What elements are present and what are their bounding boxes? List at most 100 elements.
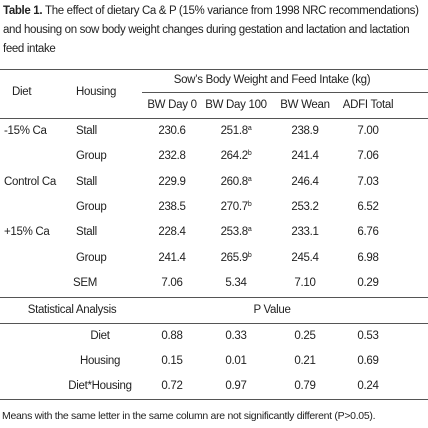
cell-value: 238.5 (158, 200, 186, 213)
cell-value: 265.9 (220, 251, 249, 264)
p-value: 0.21 (294, 355, 316, 367)
cell-value: 6.52 (357, 200, 379, 213)
housing-label: Stall (76, 226, 97, 239)
p-value: 0.53 (357, 330, 379, 342)
cell: 251.8a (221, 125, 252, 137)
p-value: 0.01 (225, 355, 247, 367)
p-value: 0.79 (294, 380, 316, 392)
cell: 264.2b (221, 150, 252, 162)
caption-text: The effect of dietary Ca & P (15% varian… (3, 5, 419, 55)
cell-superscript: b (247, 200, 252, 208)
cell-value: 232.8 (158, 150, 186, 163)
cell: 6.52 (357, 201, 378, 213)
cell: 270.7b (221, 201, 252, 213)
housing-label: Stall (76, 175, 97, 188)
footnote: Means with the same letter in the same c… (2, 410, 376, 422)
cell-value: 241.4 (158, 251, 186, 264)
column-header: BW Day 100 (205, 99, 267, 111)
sem-label: SEM (72, 277, 98, 289)
cell: 241.4 (158, 251, 186, 264)
p-value: 0.72 (161, 380, 183, 392)
p-value: 0.88 (161, 330, 183, 342)
cell: 245.4 (291, 251, 319, 264)
housing-label: Group (76, 251, 107, 264)
cell-value: 253.8 (220, 226, 249, 239)
stats-subtitle: P Value (253, 304, 291, 316)
rule (0, 323, 428, 324)
cell: 7.00 (357, 125, 378, 137)
cell: 238.5 (158, 200, 186, 213)
cell-superscript: a (247, 125, 252, 132)
cell: 230.6 (158, 125, 186, 137)
cell-value: 241.4 (291, 150, 319, 163)
header-group: Sow’s Body Weight and Feed Intake (kg) (173, 74, 371, 86)
cell: 7.06 (357, 150, 378, 162)
p-value: 0.33 (225, 330, 247, 342)
cell: 246.4 (291, 175, 319, 188)
sem-value: 5.34 (225, 277, 247, 289)
housing-label: Stall (76, 125, 97, 137)
column-header: BW Wean (280, 99, 330, 111)
sem-value: 7.10 (294, 277, 316, 289)
rule (0, 297, 428, 298)
cell: 241.4 (291, 150, 319, 163)
sem-value: 0.29 (357, 277, 379, 289)
cell-value: 246.4 (291, 175, 319, 188)
diet-label: -15% Ca (4, 125, 47, 137)
column-header: ADFI Total (342, 99, 394, 111)
cell-superscript: a (247, 175, 252, 183)
cell-superscript: b (247, 251, 252, 259)
stats-label: Housing (79, 355, 121, 367)
rule (0, 399, 428, 400)
stats-label: Diet (90, 330, 110, 342)
rule (0, 69, 428, 70)
sem-value: 7.06 (161, 277, 183, 289)
housing-label: Group (76, 150, 107, 163)
cell-value: 230.6 (158, 125, 186, 137)
cell: 6.98 (357, 252, 378, 264)
stats-title: Statistical Analysis (27, 304, 117, 316)
cell: 253.8a (221, 226, 252, 238)
cell: 265.9b (221, 252, 252, 264)
cell-value: 264.2 (220, 150, 249, 163)
cell: 6.76 (357, 226, 378, 238)
cell: 7.03 (357, 176, 378, 188)
housing-label: Group (76, 200, 107, 213)
diet-label: Control Ca (4, 175, 56, 188)
cell: 238.9 (291, 125, 319, 137)
p-value: 0.69 (357, 355, 379, 367)
cell-value: 229.9 (158, 175, 186, 188)
p-value: 0.25 (294, 330, 316, 342)
cell-value: 260.8 (220, 175, 249, 188)
cell: 233.1 (291, 226, 319, 238)
column-header: BW Day 0 (147, 99, 197, 111)
header-diet: Diet (12, 86, 32, 98)
cell-value: 238.9 (291, 125, 319, 137)
cell-value: 245.4 (291, 251, 319, 264)
cell-value: 228.4 (158, 226, 186, 239)
p-value: 0.15 (161, 355, 183, 367)
caption-label: Table 1. (3, 5, 43, 17)
cell-value: 7.03 (357, 175, 379, 188)
stats-label: Diet*Housing (68, 380, 132, 392)
cell: 253.2 (291, 200, 319, 213)
rule (142, 92, 428, 93)
cell-value: 251.8 (220, 125, 249, 137)
cell: 232.8 (158, 150, 186, 163)
cell-superscript: a (247, 226, 252, 234)
cell-value: 7.00 (357, 125, 379, 137)
cell: 228.4 (158, 226, 186, 239)
cell-value: 270.7 (220, 200, 249, 213)
header-housing: Housing (76, 86, 117, 98)
caption: Table 1. The effect of dietary Ca & P (1… (3, 2, 423, 59)
cell-value: 7.06 (357, 150, 379, 163)
diet-label: +15% Ca (4, 226, 50, 239)
cell-value: 6.76 (357, 226, 379, 239)
p-value: 0.97 (225, 380, 247, 392)
cell-value: 6.98 (357, 251, 379, 264)
rule (0, 118, 428, 119)
cell-value: 253.2 (291, 200, 319, 213)
p-value: 0.24 (357, 380, 379, 392)
cell-superscript: b (247, 150, 252, 158)
